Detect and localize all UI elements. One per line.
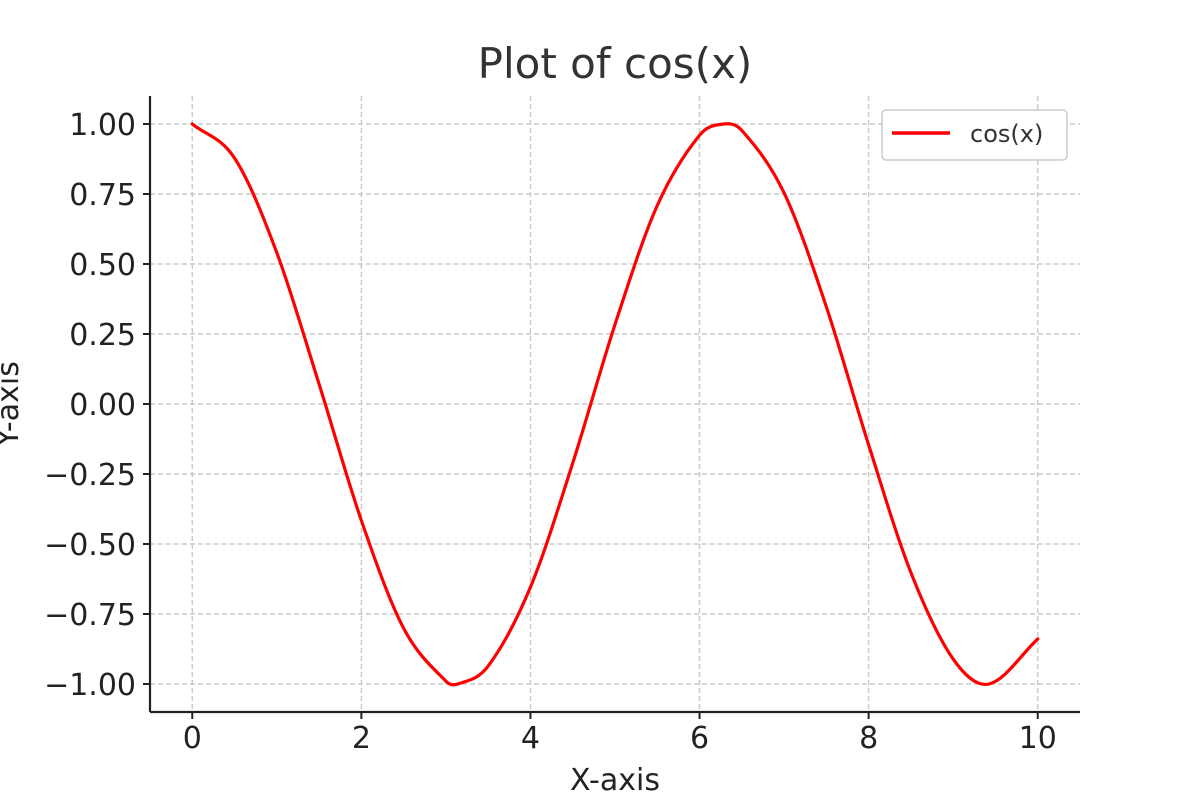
grid <box>150 96 1080 712</box>
y-tick-label: −0.50 <box>44 528 136 563</box>
axes: 0 2 4 6 8 10 1.00 0.75 0.50 0.25 0.00 −0.25 −0.50 −0.… <box>44 96 1080 756</box>
series-layer <box>190 122 1040 687</box>
series-line-cos <box>190 122 1040 687</box>
x-tick-label: 10 <box>1019 721 1057 756</box>
y-tick-label: 0.25 <box>69 318 136 353</box>
x-tick-label: 8 <box>859 721 878 756</box>
x-tick-label: 2 <box>352 721 371 756</box>
y-tick-label: −0.75 <box>44 598 136 633</box>
y-tick-label: 0.00 <box>69 388 136 423</box>
y-tick-label: 0.75 <box>69 178 136 213</box>
y-tick-label: 0.50 <box>69 248 136 283</box>
y-tick-label: 1.00 <box>69 108 136 143</box>
x-axis-label: X-axis <box>570 763 660 798</box>
y-tick-label: −0.25 <box>44 458 136 493</box>
legend-label: cos(x) <box>970 120 1043 148</box>
x-tick-label: 4 <box>521 721 540 756</box>
x-tick-label: 0 <box>183 721 202 756</box>
x-tick-label: 6 <box>690 721 709 756</box>
legend-frame <box>881 109 1068 161</box>
y-axis-label: Y-axis <box>0 361 26 448</box>
legend: cos(x) <box>881 109 1068 161</box>
chart-title: Plot of cos(x) <box>478 39 753 88</box>
y-tick-label: −1.00 <box>44 668 136 703</box>
